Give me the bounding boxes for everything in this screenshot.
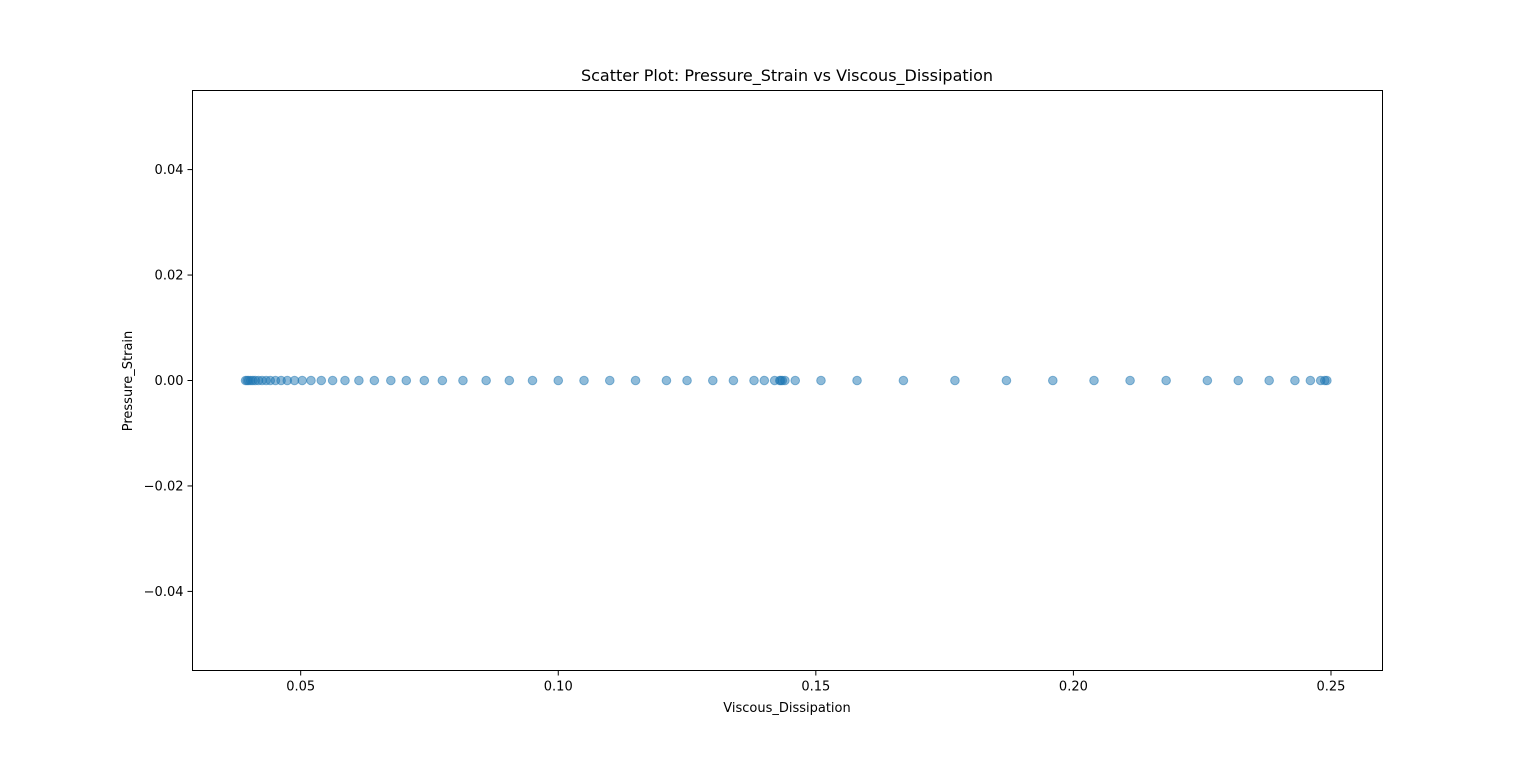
data-point — [661, 375, 672, 386]
data-point — [1001, 375, 1012, 386]
data-point — [297, 375, 308, 386]
data-point — [327, 375, 338, 386]
data-point — [369, 375, 380, 386]
data-point — [898, 375, 909, 386]
x-axis-ticks: 0.05 0.10 0.15 0.20 0.25 — [286, 670, 1346, 695]
data-point — [852, 375, 862, 386]
data-point — [527, 375, 538, 386]
data-point — [306, 375, 316, 386]
data-point — [1125, 375, 1135, 386]
data-point — [458, 375, 468, 386]
data-point — [1305, 375, 1316, 386]
data-point — [504, 375, 515, 386]
data-point — [1290, 375, 1300, 386]
data-point — [316, 375, 327, 386]
data-point — [481, 375, 491, 386]
data-point — [419, 375, 430, 386]
data-point — [708, 375, 718, 386]
x-tick-label: 0.20 — [1059, 680, 1088, 695]
y-tick-label: −0.04 — [144, 585, 184, 600]
data-point — [1233, 375, 1244, 386]
x-tick-label: 0.05 — [286, 680, 315, 695]
data-point — [816, 375, 826, 386]
y-tick-label: −0.02 — [144, 479, 184, 494]
y-tick-label: 0.04 — [155, 163, 184, 178]
data-points — [240, 375, 1332, 386]
data-point — [749, 375, 759, 386]
x-axis-label: Viscous_Dissipation — [723, 701, 851, 716]
data-point — [553, 375, 564, 386]
data-point — [401, 375, 412, 386]
data-point — [728, 375, 739, 386]
y-axis-label: Pressure_Strain — [121, 331, 136, 432]
y-axis-ticks: 0.04 0.02 0.00 −0.02 −0.04 — [144, 163, 193, 600]
data-point — [1264, 375, 1274, 386]
data-point — [759, 375, 770, 386]
chart-title: Scatter Plot: Pressure_Strain vs Viscous… — [581, 66, 993, 86]
data-point — [386, 375, 396, 386]
data-point — [780, 375, 790, 386]
y-tick-label: 0.00 — [155, 374, 184, 389]
data-point — [1202, 375, 1213, 386]
data-point — [1089, 375, 1099, 386]
x-tick-label: 0.10 — [544, 680, 573, 695]
data-point — [1048, 375, 1058, 386]
data-point — [1322, 375, 1332, 386]
x-tick-label: 0.25 — [1317, 680, 1346, 695]
data-point — [604, 375, 615, 386]
data-point — [437, 375, 448, 386]
x-tick-label: 0.15 — [801, 680, 830, 695]
data-point — [354, 375, 364, 386]
data-point — [579, 375, 589, 386]
data-point — [790, 375, 801, 386]
data-point — [340, 375, 350, 386]
y-tick-label: 0.02 — [155, 269, 184, 284]
data-point — [682, 375, 692, 386]
data-point — [1161, 375, 1171, 386]
data-point — [630, 375, 641, 386]
data-point — [950, 375, 960, 386]
